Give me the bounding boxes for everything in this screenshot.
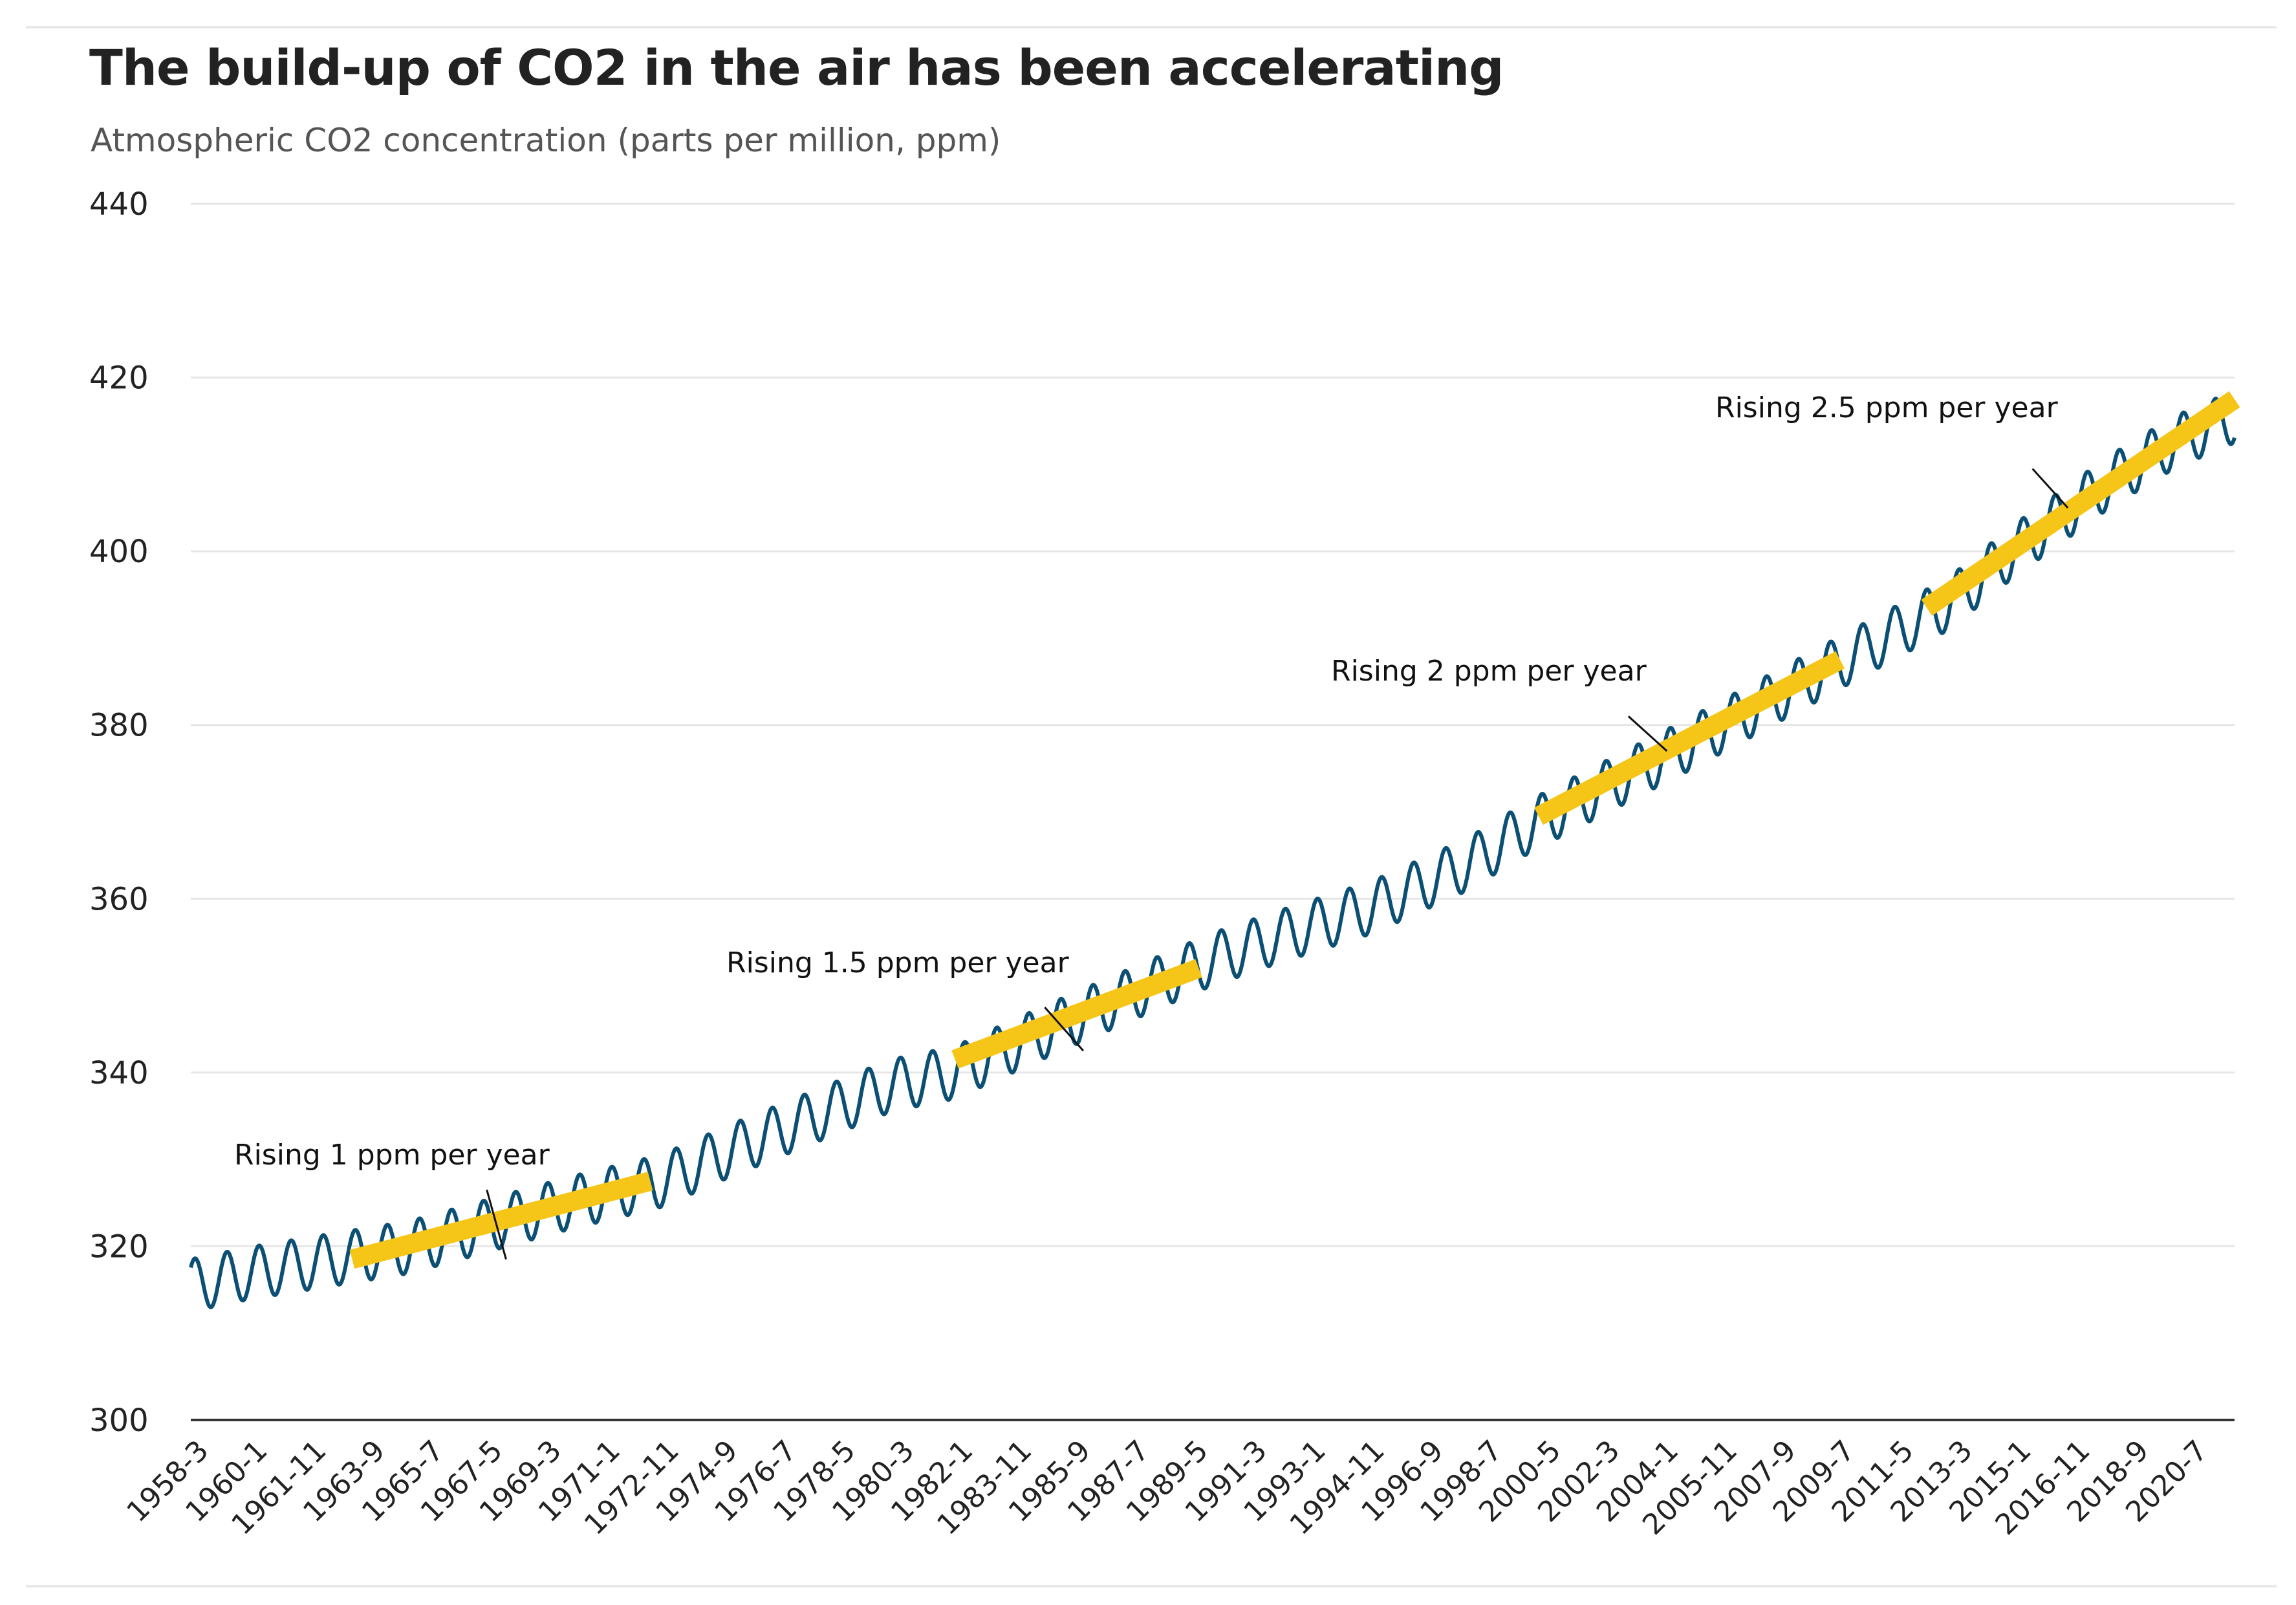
bottom-rule xyxy=(26,1585,2277,1588)
y-tick-label: 420 xyxy=(89,360,149,397)
annotations: Rising 1 ppm per year Rising 1.5 ppm per … xyxy=(234,391,2069,1260)
chart-title: The build-up of CO2 in the air has been … xyxy=(89,39,1504,96)
trend-line-4 xyxy=(1921,391,2240,616)
annotation-pointer xyxy=(2031,468,2069,509)
x-axis-tick-labels: 1958-31960-11961-111963-91965-71967-5196… xyxy=(120,1434,2214,1542)
series-layer xyxy=(189,397,2236,1309)
y-tick-label: 400 xyxy=(89,534,149,570)
y-tick-label: 360 xyxy=(89,881,149,917)
y-tick-label: 440 xyxy=(89,186,149,223)
y-axis-tick-labels: 300 320 340 360 380 400 420 440 xyxy=(89,186,149,1439)
trend-line-3 xyxy=(1534,651,1845,825)
annotation-pointer xyxy=(1627,715,1668,752)
y-tick-label: 320 xyxy=(89,1228,149,1265)
trend-lines xyxy=(349,391,2240,1269)
trend-line-2 xyxy=(951,959,1202,1069)
gridlines xyxy=(191,202,2235,1247)
y-tick-label: 380 xyxy=(89,708,149,744)
annotation-label: Rising 1.5 ppm per year xyxy=(726,946,1070,979)
chart-subtitle: Atmospheric CO2 concentration (parts per… xyxy=(91,122,1001,159)
annotation-label: Rising 2.5 ppm per year xyxy=(1715,391,2059,424)
top-rule xyxy=(26,26,2277,28)
annotation-pointer xyxy=(1044,1007,1085,1052)
annotation-pointer xyxy=(486,1189,507,1260)
annotation-label: Rising 1 ppm per year xyxy=(234,1139,550,1172)
y-tick-label: 300 xyxy=(89,1403,149,1439)
annotation-label: Rising 2 ppm per year xyxy=(1331,655,1647,688)
trend-line-1 xyxy=(349,1172,653,1269)
co2-series-line xyxy=(189,397,2236,1309)
y-tick-label: 340 xyxy=(89,1055,149,1091)
